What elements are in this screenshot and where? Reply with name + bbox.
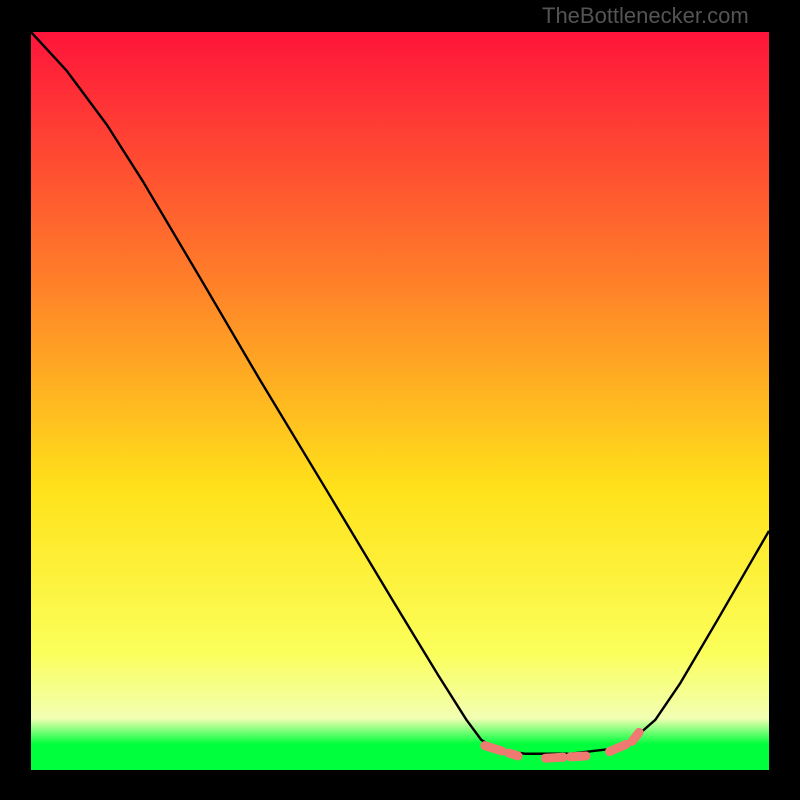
chart-frame: TheBottlenecker.com [0,0,800,800]
watermark-text: TheBottlenecker.com [542,3,749,29]
plot-area [31,32,769,770]
